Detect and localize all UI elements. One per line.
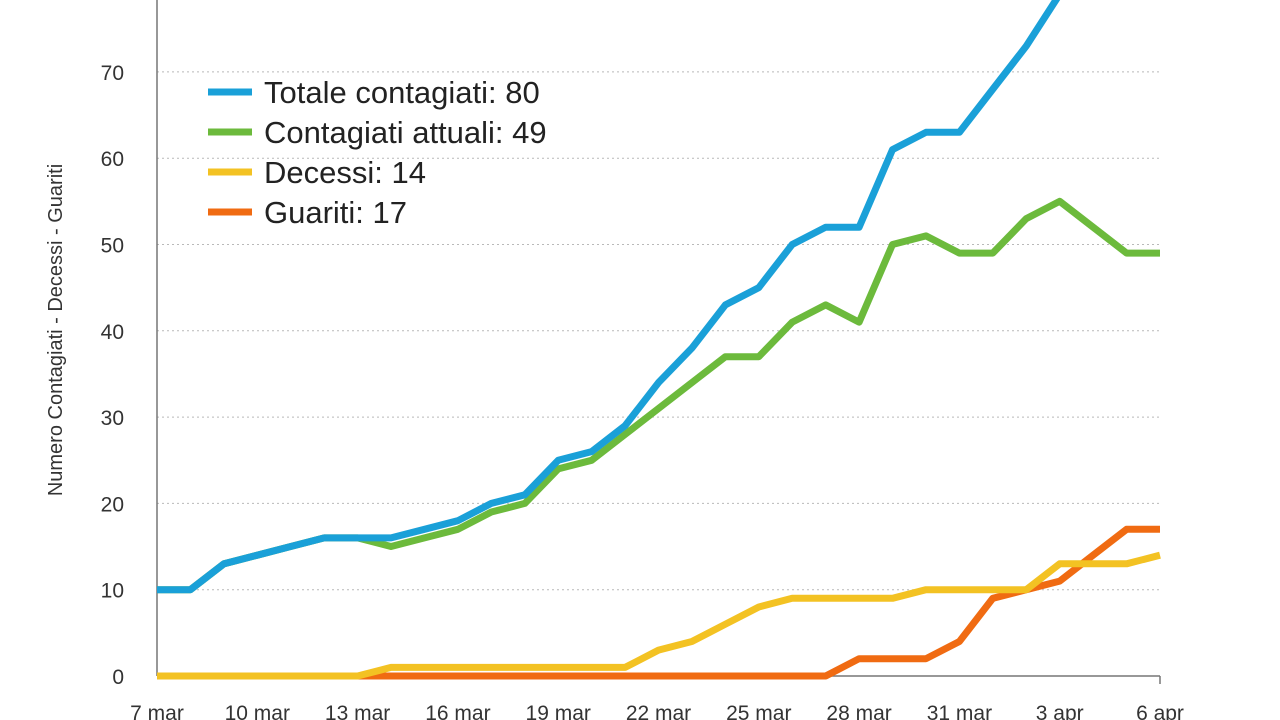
y-tick-label: 30	[101, 407, 124, 430]
x-tick-label: 3 apr	[1036, 702, 1084, 720]
legend: Totale contagiati: 80 Contagiati attuali:…	[208, 75, 547, 230]
y-axis-title: Numero Contagiati - Decessi - Guariti	[45, 164, 67, 496]
y-tick-label: 0	[112, 666, 124, 689]
y-tick-label: 40	[101, 321, 124, 344]
x-tick-label: 22 mar	[626, 702, 691, 720]
legend-label: Contagiati attuali: 49	[264, 115, 547, 150]
line-chart: 0 10 20 30 40 50 60 70 7 mar 10 mar 13 mar 16 mar 1…	[0, 0, 1280, 720]
x-tick-label: 19 mar	[526, 702, 591, 720]
series-line-decessi	[157, 555, 1160, 676]
x-tick-label: 13 mar	[325, 702, 390, 720]
legend-label: Guariti: 17	[264, 195, 407, 230]
x-tick-label: 28 mar	[826, 702, 891, 720]
x-tick-label: 10 mar	[225, 702, 290, 720]
legend-label: Totale contagiati: 80	[264, 75, 540, 110]
x-tick-label: 25 mar	[726, 702, 791, 720]
y-tick-label: 20	[101, 493, 124, 516]
y-tick-label: 60	[101, 148, 124, 171]
x-tick-label: 31 mar	[927, 702, 992, 720]
y-tick-labels: 0 10 20 30 40 50 60 70	[101, 62, 124, 689]
y-tick-label: 50	[101, 235, 124, 258]
y-tick-label: 70	[101, 62, 124, 85]
series-line-contagiati-attuali	[157, 201, 1160, 589]
x-tick-labels: 7 mar 10 mar 13 mar 16 mar 19 mar 22 mar 25 ma…	[130, 702, 1184, 720]
x-tick-label: 7 mar	[130, 702, 184, 720]
x-tick-label: 16 mar	[425, 702, 490, 720]
y-tick-label: 10	[101, 580, 124, 603]
legend-label: Decessi: 14	[264, 155, 426, 190]
x-tick-label: 6 apr	[1136, 702, 1184, 720]
